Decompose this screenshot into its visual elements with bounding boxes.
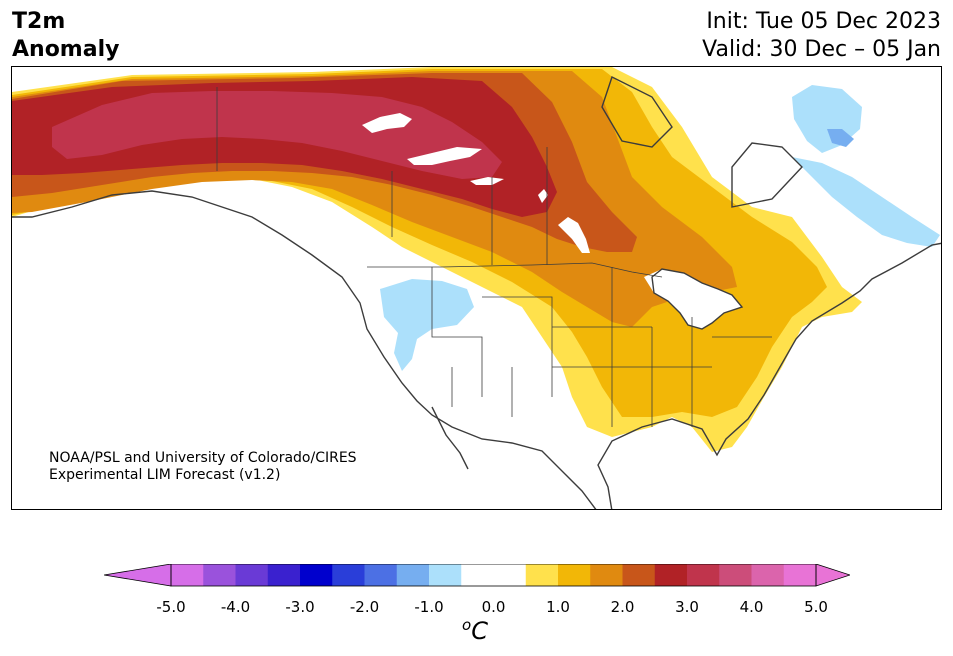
lake-winnipeg (558, 217, 590, 253)
forecast-dates: Init: Tue 05 Dec 2023 Valid: 30 Dec – 05… (702, 8, 941, 64)
lake-athabasca (470, 177, 504, 185)
colorbar (104, 564, 850, 587)
cool-anomaly-labrador (792, 85, 862, 153)
colorbar-tick-label: -5.0 (156, 598, 186, 616)
colorbar-segment (783, 564, 817, 586)
colorbar-tick-label: -4.0 (220, 598, 251, 616)
unit-degree: o (462, 616, 472, 634)
colorbar-over-arrow (815, 564, 850, 587)
colorbar-segment (364, 564, 398, 586)
colorbar-segment (235, 564, 269, 586)
colorbar-outline (170, 564, 817, 587)
map-panel (11, 66, 942, 510)
colorbar-segments (171, 564, 817, 586)
title-line-anomaly: Anomaly (12, 37, 120, 62)
colorbar-tick-label: 4.0 (739, 598, 764, 616)
colorbar-segment (267, 564, 301, 586)
colorbar-segment (171, 564, 204, 586)
anomaly-band-3.0 (52, 91, 502, 179)
colorbar-unit: oC (462, 616, 488, 645)
colorbar-segment (558, 564, 591, 586)
colorbar-segment (429, 564, 462, 586)
colorbar-segment (332, 564, 365, 586)
colorbar-tick-label: 1.0 (546, 598, 570, 616)
cool-anomaly-quebec (792, 157, 940, 247)
colorbar-segment (461, 564, 494, 586)
colorbar-segment (654, 564, 688, 586)
colorbar-segment (396, 564, 430, 586)
political-borders (216, 87, 772, 427)
colorbar-segment (493, 564, 527, 586)
colorbar-segment (300, 564, 333, 586)
colorbar-tick-label: 0.0 (481, 598, 506, 616)
colorbar-tick-label: -2.0 (349, 598, 380, 616)
colorbar-segment (751, 564, 785, 586)
colorbar-tick-label: -1.0 (414, 598, 444, 616)
great-lakes (644, 269, 742, 329)
anomaly-map (12, 67, 941, 509)
colorbar-segment (622, 564, 656, 586)
data-credit: NOAA/PSL and University of Colorado/CIRE… (49, 450, 357, 484)
colorbar-segment (719, 564, 752, 586)
colorbar-tick-label: 5.0 (804, 598, 828, 616)
colorbar-tick-label: 3.0 (675, 598, 699, 616)
colorbar-tick-label: -3.0 (285, 598, 315, 616)
colorbar-segment (687, 564, 720, 586)
cool-anomaly-west (380, 279, 474, 371)
colorbar-segment (203, 564, 236, 586)
valid-period: Valid: 30 Dec – 05 Jan (702, 37, 941, 62)
colorbar-segment (590, 564, 623, 586)
init-date: Init: Tue 05 Dec 2023 (706, 9, 941, 34)
great-bear-lake (362, 113, 412, 133)
credit-line2: Experimental LIM Forecast (v1.2) (49, 467, 281, 483)
reindeer-lake (538, 189, 548, 203)
cool-anomaly-labrador-core (827, 129, 854, 147)
colorbar-under-arrow (104, 564, 172, 587)
colorbar-segment (525, 564, 559, 586)
colorbar-ticks: -5.0 -4.0 -3.0 -2.0 -1.0 0.0 1.0 2.0 3.0 4.0 5.0 (0, 598, 953, 618)
unit-letter: C (471, 617, 488, 645)
colorbar-tick-label: 2.0 (610, 598, 635, 616)
credit-line1: NOAA/PSL and University of Colorado/CIRE… (49, 450, 357, 466)
title-line-variable: T2m (12, 9, 66, 34)
coastlines (12, 76, 941, 509)
map-title: T2m Anomaly (12, 8, 119, 64)
great-slave-lake (407, 147, 482, 165)
